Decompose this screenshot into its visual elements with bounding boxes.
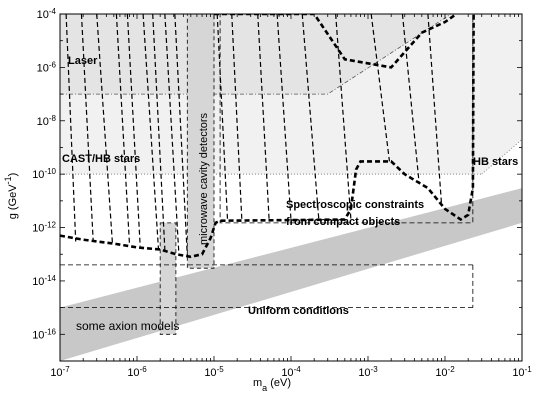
x-tick-label: 10-5 [204, 365, 224, 380]
axion-models-label: some axion models [76, 319, 179, 333]
x-tick-label: 10-4 [281, 365, 301, 380]
steep-constraint-line-9 [216, 14, 229, 221]
laser-boundary [60, 14, 452, 95]
steep-constraint-line-4 [126, 14, 141, 247]
steep-constraint-line-12 [276, 14, 292, 221]
uniform-label: Uniform conditions [248, 305, 349, 317]
steep-constraint-line-0 [65, 14, 77, 242]
steep-constraint-line-6 [152, 14, 166, 250]
y-tick-label: 10-14 [32, 273, 56, 288]
steep-constraint-line-7 [164, 14, 180, 255]
y-tick-label: 10-16 [32, 327, 56, 342]
y-axis-label: g (GeV-1) [3, 173, 19, 220]
spectroscopic-label-2: from compact objects [286, 216, 400, 228]
x-tick-label: 10-6 [127, 365, 147, 380]
laser-label: Laser [68, 55, 98, 67]
y-tick-label: 10-4 [37, 7, 57, 22]
y-tick-label: 10-12 [32, 220, 56, 235]
steep-constraint-line-11 [257, 14, 270, 221]
x-tick-label: 10-7 [50, 365, 70, 380]
x-tick-label: 10-2 [435, 365, 455, 380]
bound-series-1 [214, 14, 458, 69]
y-tick-label: 10-8 [37, 113, 57, 128]
bound-series-0 [60, 14, 475, 259]
y-tick-label: 10-10 [32, 167, 56, 182]
steep-constraint-line-8 [174, 14, 188, 256]
y-tick-label: 10-6 [37, 60, 57, 75]
x-tick-label: 10-3 [358, 365, 378, 380]
steep-constraint-line-3 [115, 14, 131, 246]
steep-constraint-line-5 [142, 14, 160, 249]
steep-constraint-line-10 [231, 14, 243, 221]
steep-constraint-line-2 [96, 14, 114, 244]
x-tick-label: 10-1 [512, 365, 532, 380]
plot-area [60, 14, 522, 361]
steep-constraint-line-16 [401, 14, 420, 183]
steep-constraint-line-15 [370, 14, 391, 162]
spectroscopic-box [219, 14, 474, 224]
laser-excluded-region [60, 14, 452, 95]
ticks-layer: 10-7 10-6 10-5 10-4 10-3 10-2 10-1 10-4 10-6 10-8… [32, 7, 532, 380]
steep-constraint-line-1 [80, 14, 94, 242]
microwave-label: microwave cavity detectors [198, 112, 210, 245]
cast-hb-label: CAST/HB stars [62, 153, 140, 165]
x-axis-label: ma (eV) [253, 377, 291, 393]
microwave-cavity-band [186, 14, 215, 269]
steep-constraint-line-14 [335, 14, 352, 220]
steep-constraint-line-13 [301, 14, 320, 221]
lower-cavity-strip [159, 222, 177, 335]
lines-layer [60, 14, 475, 309]
hb-stars-label: HB stars [473, 156, 518, 168]
spectroscopic-label-1: Spectroscopic constraints [286, 199, 424, 211]
